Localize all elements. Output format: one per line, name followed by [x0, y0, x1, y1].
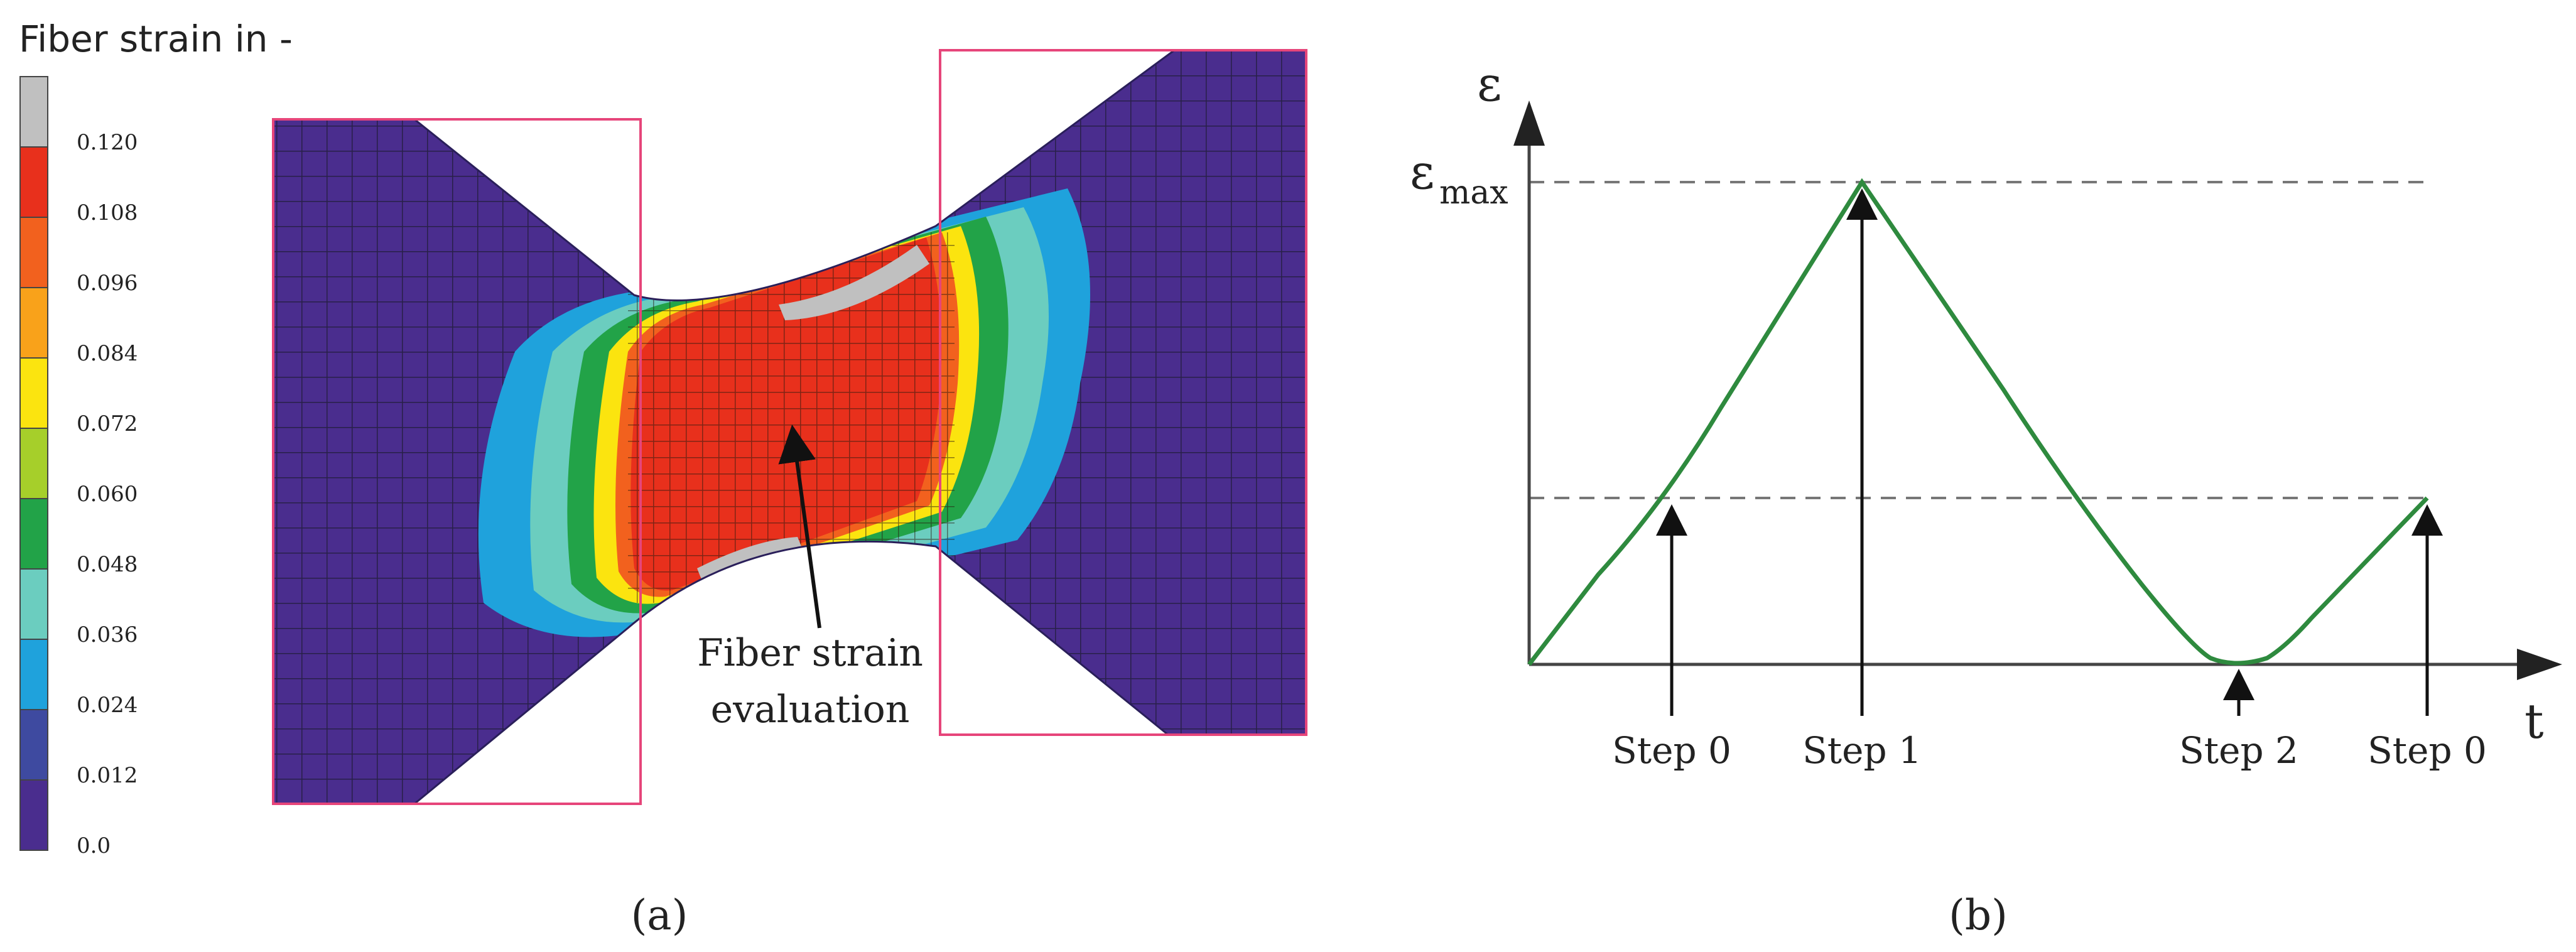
peak-zone-top: [779, 245, 929, 320]
legend-tick-label: 0.0: [77, 833, 111, 858]
legend-tick-label: 0.072: [77, 411, 138, 436]
legend-swatch: [19, 639, 48, 710]
y-axis-symbol: ε: [1477, 56, 1502, 112]
legend-tick-label: 0.012: [77, 763, 138, 788]
x-axis-arrowhead: [2517, 649, 2562, 680]
strain-curve: [1527, 178, 2429, 666]
caption-b: (b): [1949, 891, 2008, 939]
step-label-2: Step 2: [2179, 729, 2298, 772]
annotation-line-1: Fiber strain: [697, 631, 923, 675]
right-clamp-box: [939, 49, 1307, 736]
legend-tick-label: 0.048: [77, 552, 138, 577]
legend-tick-label: 0.096: [77, 271, 138, 296]
legend-swatch: [19, 287, 48, 359]
legend-tick-label: 0.060: [77, 482, 138, 507]
strain-color-legend: 0.120 0.108 0.096 0.084 0.072 0.060 0.048 0.036…: [19, 76, 138, 858]
legend-tick-label: 0.036: [77, 622, 138, 647]
legend-swatch: [19, 146, 48, 218]
legend-tick-label: 0.120: [77, 130, 138, 155]
legend-tick-label: 0.024: [77, 693, 138, 718]
step-label-0: Step 0: [1612, 729, 1731, 772]
panel-a: Fiber strain in - 0.1200.1080.0960.0840.…: [19, 18, 1307, 939]
legend-tick-label: 0.108: [77, 200, 138, 225]
legend-swatch: [19, 779, 48, 851]
left-clamp-box: [272, 118, 642, 805]
max-subscript: max: [1439, 174, 1508, 212]
legend-swatch: [19, 709, 48, 781]
legend-title: Fiber strain in -: [19, 18, 293, 60]
legend-swatch: [19, 428, 48, 499]
legend-swatch: [19, 217, 48, 288]
legend-swatch: [19, 498, 48, 570]
legend-swatch: [19, 568, 48, 640]
panel-b: ε ε max t Step 0 Step 1 Step 2 Step 0 (b…: [1410, 56, 2562, 939]
y-axis-arrowhead: [1513, 100, 1545, 146]
x-axis-symbol: t: [2525, 693, 2544, 749]
step-label-1: Step 1: [1802, 729, 1922, 772]
caption-a: (a): [631, 891, 688, 939]
legend-swatch: [19, 357, 48, 429]
max-symbol: ε: [1410, 144, 1434, 200]
annotation-arrow: [778, 425, 821, 629]
legend-swatch: [19, 76, 48, 148]
step-label-3: Step 0: [2368, 729, 2487, 772]
legend-tick-label: 0.084: [77, 341, 138, 366]
annotation-line-2: evaluation: [711, 688, 910, 732]
